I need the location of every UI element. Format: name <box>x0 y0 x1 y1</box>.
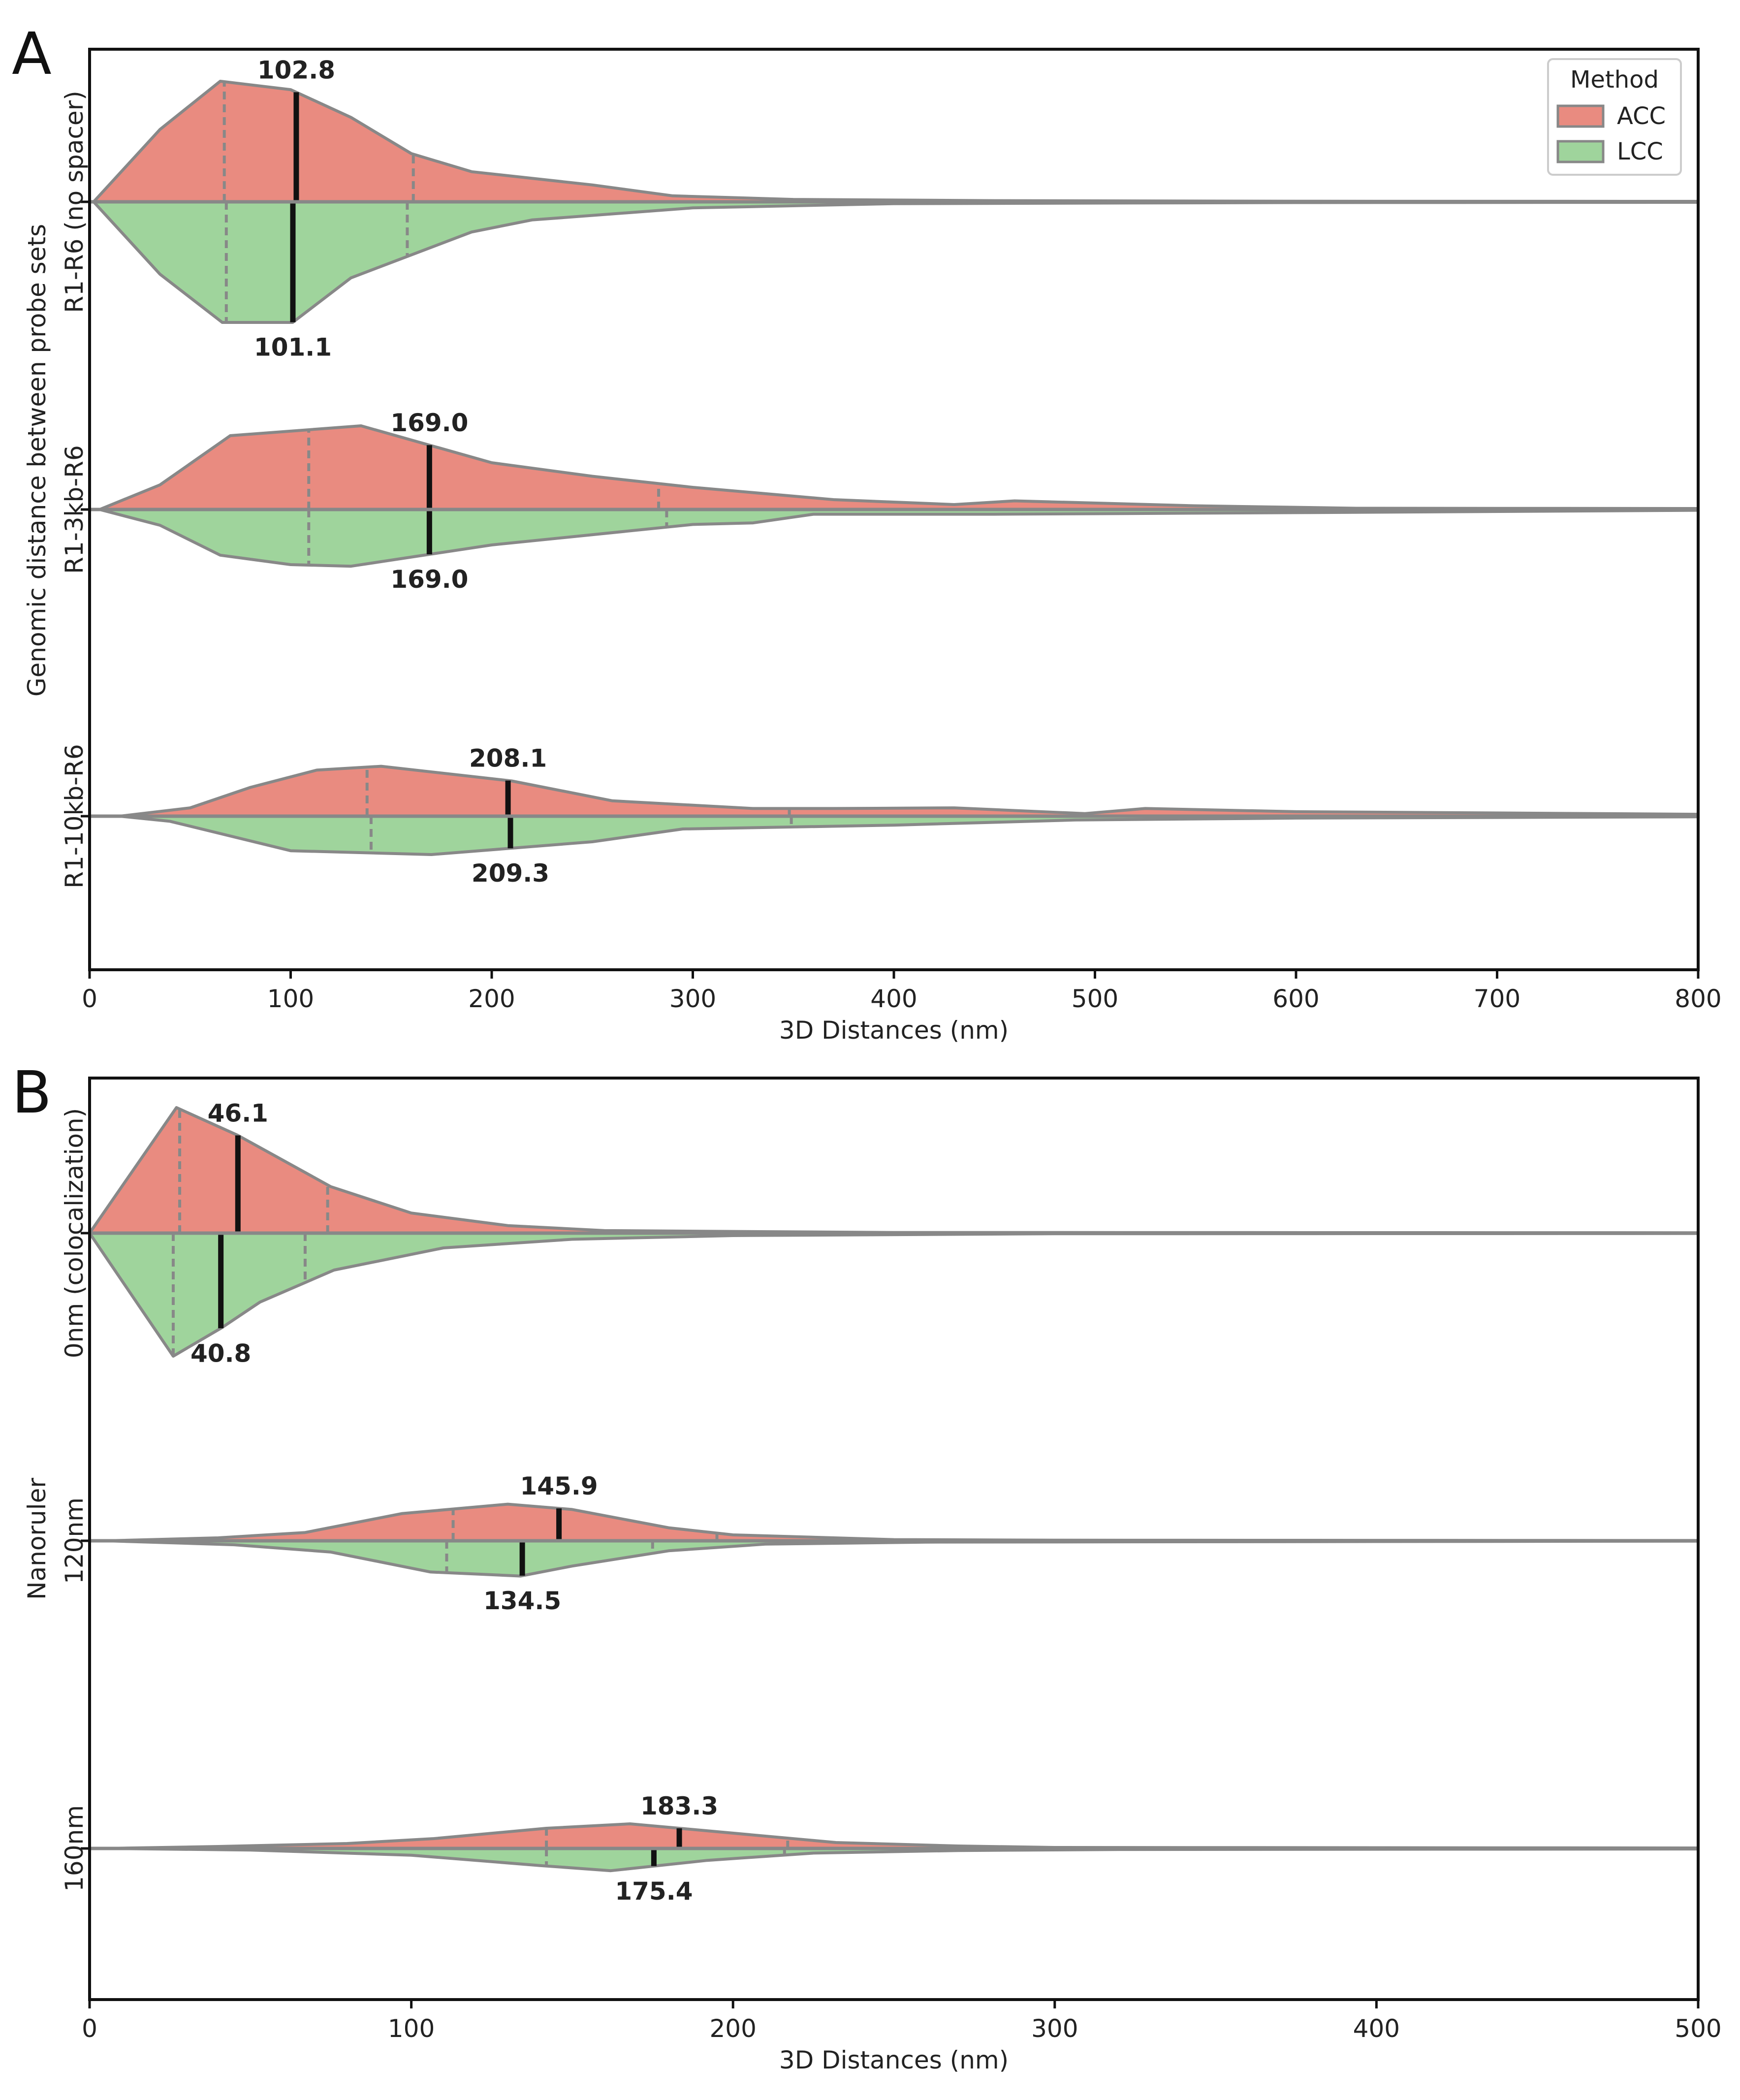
panel-a-letter: A <box>12 20 52 88</box>
legend-swatch-acc <box>1556 104 1605 128</box>
panel-a-median-label-acc-r1-10kb-r6: 208.1 <box>469 744 547 773</box>
panel-a-violin-acc-r1-3kb-r6 <box>98 424 1700 511</box>
panel-a-median-label-lcc-r1-r6-no-spacer: 101.1 <box>254 333 332 362</box>
panel-a-x-tick-label-300: 300 <box>669 985 716 1013</box>
panel-a-y-tick-label-r1-r6-no-spacer: R1-R6 (no spacer) <box>60 91 89 313</box>
panel-b-violin-acc-0nm-colocalization <box>88 1106 1700 1235</box>
panel-b-violin-acc-160nm <box>104 1822 1700 1850</box>
panel-a-median-label-acc-r1-3kb-r6: 169.0 <box>390 409 468 437</box>
panel-a-violin-lcc-r1-3kb-r6 <box>98 508 1700 568</box>
legend-label-acc: ACC <box>1617 102 1666 130</box>
panel-b-letter: B <box>12 1058 52 1126</box>
panel-a-x-tick-label-0: 0 <box>82 985 97 1013</box>
panel-b-x-tick-label-200: 200 <box>709 2014 756 2043</box>
panel-a-y-tick-label-r1-10kb-r6: R1-10kb-R6 <box>60 744 89 889</box>
panel-a-median-label-lcc-r1-10kb-r6: 209.3 <box>472 859 549 888</box>
panel-b-y-tick-label-120nm: 120nm <box>60 1497 89 1584</box>
panel-a-violin-lcc-r1-10kb-r6 <box>118 815 1700 856</box>
panel-b-y-tick-label-160nm: 160nm <box>60 1805 89 1892</box>
panel-a-median-label-lcc-r1-3kb-r6: 169.0 <box>390 565 468 594</box>
panel-a-violin-acc-r1-10kb-r6 <box>118 764 1700 818</box>
panel-b-violin-lcc-120nm <box>104 1539 1700 1578</box>
panel-a-violin-acc-r1-r6-no-spacer <box>92 80 1700 203</box>
panel-b-median-label-lcc-0nm-colocalization: 40.8 <box>190 1339 251 1368</box>
panel-b-x-axis-title: 3D Distances (nm) <box>779 2046 1009 2074</box>
panel-a-x-tick-label-800: 800 <box>1675 985 1721 1013</box>
panel-b-x-tick-label-500: 500 <box>1675 2014 1721 2043</box>
panel-b-median-label-lcc-120nm: 134.5 <box>483 1587 561 1615</box>
panel-b-y-tick-label-0nm-colocalization: 0nm (colocalization) <box>60 1108 89 1358</box>
panel-b-violin-lcc-160nm <box>104 1847 1700 1873</box>
panel-b-x-tick-label-0: 0 <box>82 2014 97 2043</box>
panel-a-chart: 102.8 101.1 169.0 169.0 208.1 209.3 0 100 200 300… <box>23 48 1722 1045</box>
panel-b-y-axis-title: Nanoruler <box>23 1478 51 1600</box>
legend-swatch-lcc <box>1556 140 1605 163</box>
panel-a-x-tick-label-100: 100 <box>267 985 314 1013</box>
panel-b-median-label-lcc-160nm: 175.4 <box>615 1877 693 1906</box>
legend: Method ACC LCC <box>1547 58 1682 176</box>
panel-b-chart: 46.1 40.8 145.9 134.5 183.3 175.4 0 100 200 300 40… <box>23 1077 1722 2074</box>
panel-b-x-tick-label-300: 300 <box>1031 2014 1078 2043</box>
panel-a-x-tick-label-700: 700 <box>1474 985 1520 1013</box>
panel-a-x-tick-label-500: 500 <box>1072 985 1118 1013</box>
panel-a-y-tick-label-r1-3kb-r6: R1-3kb-R6 <box>60 445 89 574</box>
panel-b-x-tick-label-400: 400 <box>1353 2014 1400 2043</box>
panel-a-violin-lcc-r1-r6-no-spacer <box>92 200 1700 324</box>
panel-b-violin-acc-120nm <box>104 1502 1700 1542</box>
panel-b-x-tick-label-100: 100 <box>388 2014 435 2043</box>
panel-b-frame <box>88 1077 1700 2001</box>
panel-a-x-tick-label-600: 600 <box>1272 985 1319 1013</box>
panel-a-x-tick-label-200: 200 <box>468 985 515 1013</box>
panel-b-median-label-acc-0nm-colocalization: 46.1 <box>208 1099 268 1127</box>
panel-b-median-label-acc-160nm: 183.3 <box>640 1792 718 1820</box>
panel-a-x-axis-title: 3D Distances (nm) <box>779 1016 1009 1045</box>
legend-label-lcc: LCC <box>1617 138 1663 165</box>
panel-a-median-label-acc-r1-r6-no-spacer: 102.8 <box>257 56 335 84</box>
legend-title: Method <box>1570 66 1659 94</box>
panel-a-y-axis-title: Genomic distance between probe sets <box>23 224 51 697</box>
panel-b-violin-lcc-0nm-colocalization <box>88 1232 1700 1358</box>
panel-a-x-tick-label-400: 400 <box>870 985 917 1013</box>
panel-b-median-label-acc-120nm: 145.9 <box>520 1472 598 1500</box>
